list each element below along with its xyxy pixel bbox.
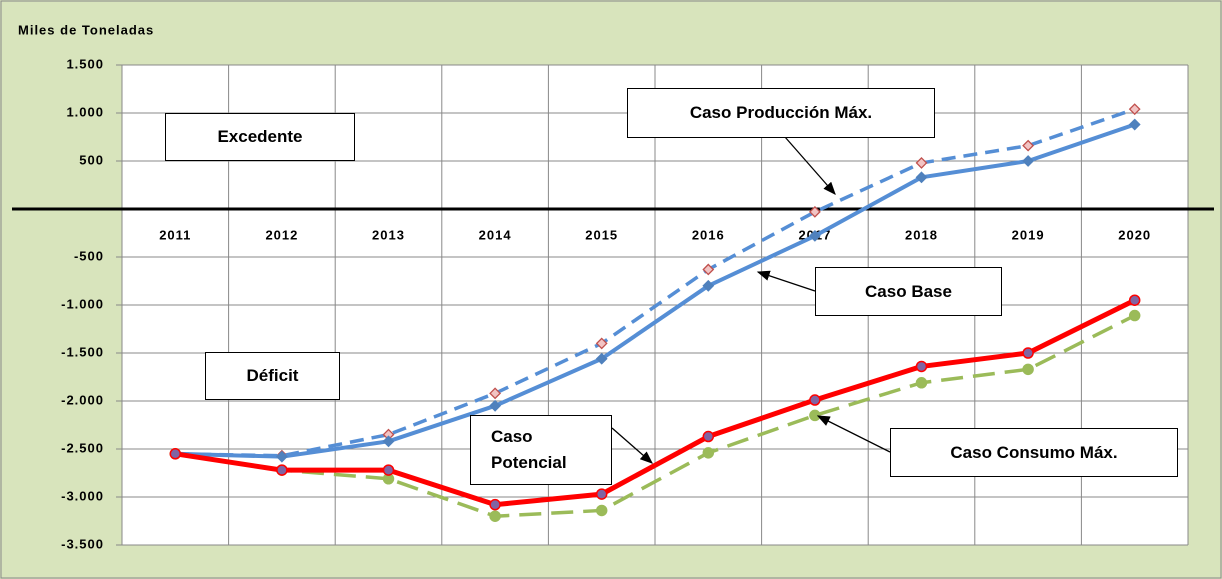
marker: [1022, 347, 1034, 359]
marker: [1022, 155, 1035, 167]
marker: [1128, 118, 1141, 131]
marker: [809, 394, 821, 406]
callout: Caso Producción Máx.: [627, 88, 935, 138]
x-tick-label: 2016: [692, 227, 725, 242]
annotation: Déficit: [205, 352, 340, 400]
marker: [915, 171, 928, 184]
x-tick-label: 2019: [1012, 227, 1045, 242]
marker: [915, 157, 928, 169]
marker: [1128, 309, 1141, 322]
arrow: [784, 136, 836, 195]
marker: [915, 360, 928, 373]
marker: [702, 447, 715, 459]
y-tick-label: -500: [74, 248, 104, 263]
series-line: [174, 297, 1136, 508]
marker: [382, 435, 395, 448]
callout: Caso Base: [815, 267, 1002, 316]
marker: [489, 510, 501, 522]
marker: [915, 377, 928, 389]
arrow: [756, 270, 816, 292]
marker: [489, 399, 502, 412]
marker: [702, 430, 715, 443]
series-line: [175, 107, 1136, 458]
y-tick-label: 1.500: [66, 56, 104, 71]
y-tick-label: -2.000: [61, 392, 104, 407]
marker: [382, 464, 395, 476]
marker: [808, 229, 821, 242]
x-tick-label: 2012: [265, 227, 298, 242]
x-tick-label: 2018: [905, 227, 938, 242]
arrow: [816, 415, 891, 453]
y-tick-label: 500: [79, 152, 104, 167]
marker: [1128, 103, 1141, 116]
marker: [169, 448, 182, 460]
marker: [489, 498, 501, 511]
annotation: Excedente: [165, 113, 355, 161]
arrow: [611, 427, 653, 464]
marker: [1022, 363, 1034, 376]
x-tick-label: 2015: [585, 227, 618, 242]
marker: [489, 387, 502, 400]
callout: Caso Potencial: [470, 415, 612, 485]
marker: [595, 337, 608, 350]
callout: Caso Consumo Máx.: [890, 428, 1178, 477]
marker: [1022, 139, 1035, 152]
x-tick-label: 2011: [159, 227, 191, 242]
marker: [702, 263, 715, 276]
marker: [809, 409, 821, 422]
marker: [808, 205, 821, 218]
y-tick-label: -2.500: [61, 440, 104, 455]
y-tick-label: -3.000: [61, 488, 104, 503]
x-tick-label: 2013: [372, 227, 405, 242]
y-tick-label: -1.500: [61, 344, 104, 359]
x-tick-label: 2020: [1118, 227, 1151, 242]
y-tick-label: 1.000: [66, 104, 104, 119]
x-tick-label: 2014: [479, 227, 512, 242]
y-tick-label: -3.500: [61, 536, 104, 551]
series-line: [175, 313, 1136, 518]
marker: [276, 464, 288, 476]
marker: [595, 504, 608, 517]
y-axis-title: Miles de Toneladas: [18, 22, 154, 37]
y-tick-label: -1.000: [61, 296, 104, 311]
marker: [1128, 294, 1141, 306]
series-line: [175, 122, 1136, 459]
marker: [595, 488, 608, 500]
marker: [595, 352, 608, 365]
marker: [702, 279, 715, 292]
callout-text: Caso Potencial: [491, 427, 567, 472]
marker: [275, 450, 288, 463]
